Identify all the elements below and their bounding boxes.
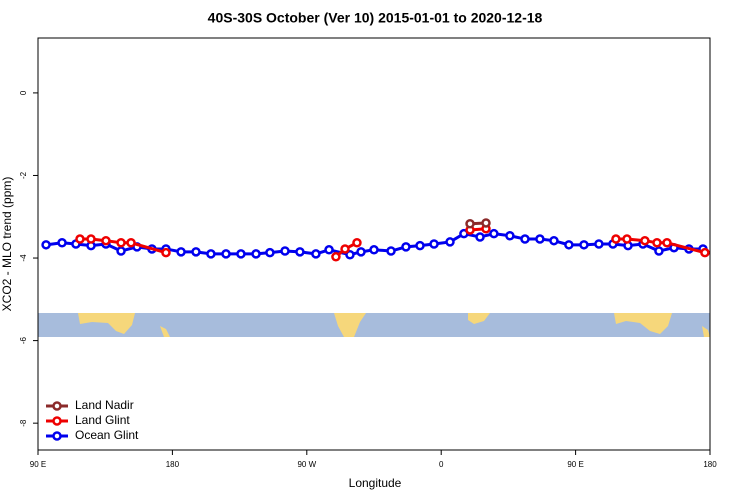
point [652, 238, 662, 248]
point [116, 246, 126, 256]
point [236, 249, 246, 259]
point [331, 252, 341, 262]
point [505, 230, 515, 241]
point [369, 245, 379, 255]
point [415, 240, 425, 251]
legend-label: Land Glint [75, 413, 130, 427]
point [401, 242, 411, 252]
point [386, 246, 396, 256]
point [324, 245, 334, 255]
x-tick-label: 90 E [30, 460, 46, 469]
x-tick-label: 180 [166, 460, 180, 469]
y-axis-label: XCO2 - MLO trend (ppm) [0, 177, 14, 312]
legend-label: Ocean Glint [75, 428, 139, 442]
point [549, 235, 559, 246]
point [475, 232, 485, 242]
x-axis-label: Longitude [349, 476, 402, 490]
point [221, 249, 231, 259]
y-tick-label: -8 [19, 419, 28, 427]
point [481, 218, 491, 228]
point [75, 234, 85, 244]
point [191, 247, 201, 257]
point [161, 247, 171, 258]
point [640, 235, 650, 246]
chart-title: 40S-30S October (Ver 10) 2015-01-01 to 2… [208, 10, 543, 26]
y-tick-label: -2 [19, 171, 28, 179]
point [662, 238, 672, 248]
point [352, 238, 362, 248]
point [594, 239, 604, 249]
point [251, 249, 261, 259]
point [86, 234, 96, 244]
point [126, 238, 136, 248]
point [654, 246, 664, 256]
point [356, 247, 366, 257]
x-tick-label: 90 W [297, 460, 316, 469]
legend-marker [52, 416, 62, 426]
point [206, 249, 216, 259]
point [429, 239, 439, 249]
x-tick-label: 180 [703, 460, 717, 469]
x-tick-label: 90 E [567, 460, 583, 469]
point [280, 246, 290, 256]
point [101, 235, 111, 246]
point [57, 238, 67, 248]
point [700, 247, 710, 258]
x-tick-label: 0 [439, 460, 444, 469]
point [345, 249, 355, 260]
point [564, 240, 574, 250]
point [611, 234, 621, 244]
point [340, 244, 350, 254]
y-tick-label: 0 [19, 90, 28, 95]
y-tick-label: -4 [19, 254, 28, 262]
point [295, 247, 305, 257]
point [116, 238, 126, 248]
legend-label: Land Nadir [75, 398, 134, 412]
legend-marker [52, 431, 62, 441]
point [465, 219, 475, 229]
point [489, 228, 499, 239]
point [520, 234, 530, 244]
point [265, 247, 275, 258]
legend-marker [52, 401, 62, 411]
point [176, 247, 186, 257]
plot-frame [37, 37, 711, 451]
point [535, 234, 545, 244]
point [445, 237, 455, 247]
y-tick-label: -6 [19, 336, 28, 344]
point [41, 240, 51, 250]
point [622, 234, 632, 244]
point [579, 240, 589, 250]
point [311, 249, 321, 259]
map-strip [38, 313, 710, 337]
